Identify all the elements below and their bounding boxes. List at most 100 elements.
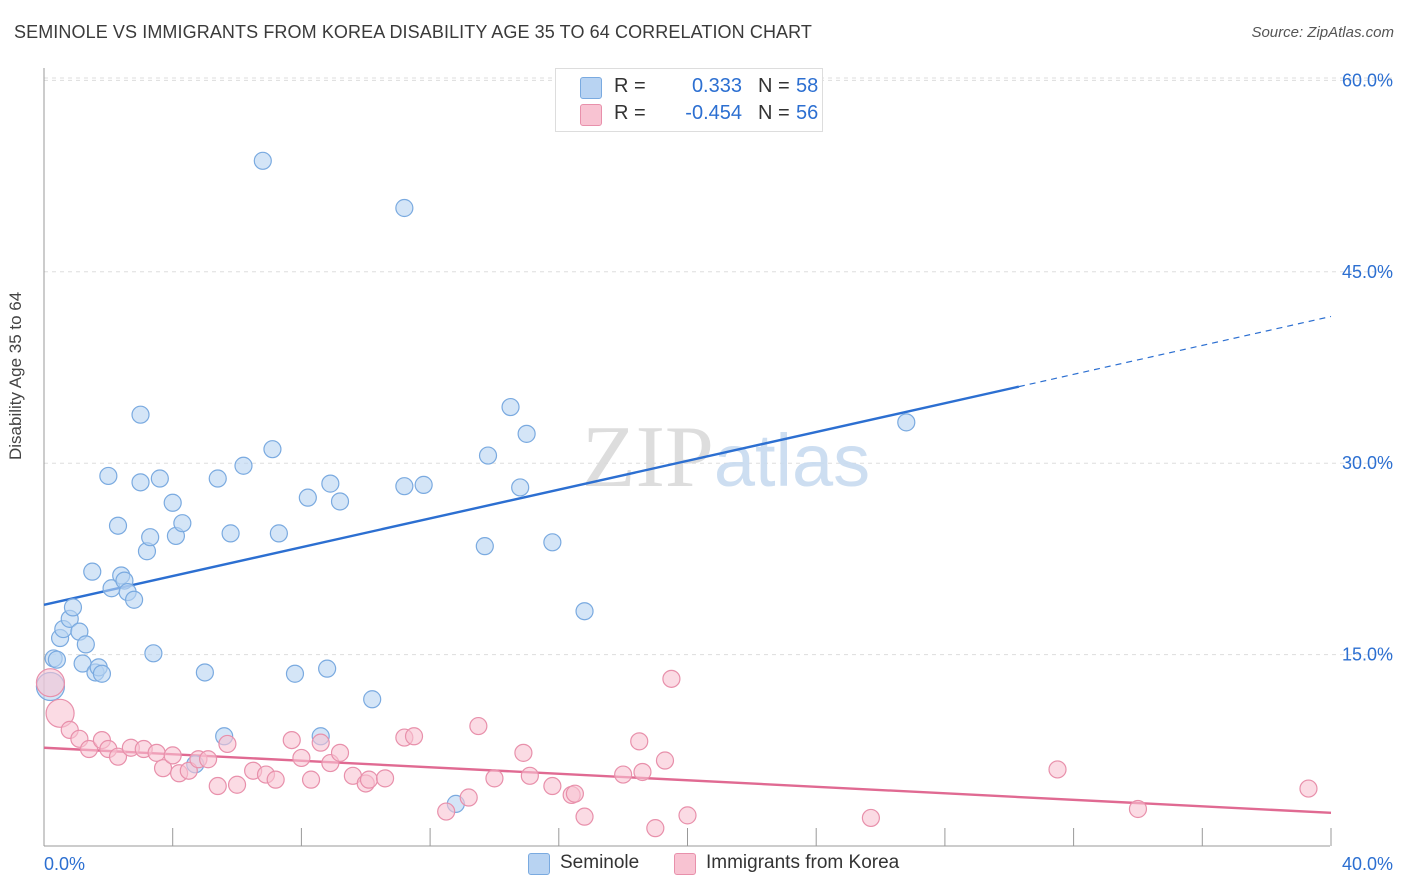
r-label: R = [614, 75, 646, 97]
data-point [318, 659, 337, 678]
korea-swatch [580, 104, 602, 126]
data-point [543, 776, 562, 796]
data-point [92, 664, 112, 683]
grid-layer [44, 77, 1395, 656]
n-label: N = [758, 102, 790, 124]
korea-swatch [674, 853, 696, 875]
data-point [1128, 799, 1148, 819]
data-point [266, 770, 285, 789]
legend-stats: R = 0.333 N = 58 R = -0.454 N = 56 [555, 68, 823, 132]
trend-extension [1018, 315, 1332, 388]
data-point [501, 397, 520, 417]
data-point [630, 732, 649, 751]
data-point [285, 664, 305, 683]
data-point [475, 537, 494, 556]
data-point [269, 524, 288, 543]
data-point [1299, 779, 1318, 798]
y-tick-label: 30.0% [1342, 453, 1393, 473]
data-point [395, 477, 414, 496]
data-point [485, 769, 504, 788]
y-tick-label: 45.0% [1342, 262, 1393, 282]
data-point [292, 748, 311, 768]
data-point [63, 598, 83, 617]
data-point [311, 733, 330, 752]
data-point [633, 762, 652, 782]
data-point [321, 474, 340, 493]
data-point [359, 770, 379, 789]
data-point [655, 751, 675, 770]
data-point [298, 488, 317, 507]
data-point [520, 766, 539, 785]
data-point [575, 807, 594, 826]
data-point [163, 493, 182, 512]
data-point [153, 759, 173, 778]
source-label: Source: ZipAtlas.com [1251, 24, 1394, 41]
data-point [227, 775, 247, 794]
r-label: R = [614, 102, 646, 124]
y-axis-label: Disability Age 35 to 64 [6, 291, 25, 460]
data-point [662, 669, 681, 688]
n-value: 56 [796, 102, 819, 124]
y-tick-label: 60.0% [1342, 70, 1393, 90]
y-tick-label: 15.0% [1342, 645, 1393, 665]
data-point [45, 698, 75, 728]
r-value: -0.454 [685, 102, 742, 124]
n-value: 58 [796, 75, 819, 97]
data-point [514, 743, 533, 762]
n-label: N = [758, 75, 790, 97]
data-point [897, 413, 916, 432]
data-point [173, 514, 192, 533]
watermark: ZIPatlas [582, 409, 870, 506]
data-point [395, 198, 414, 218]
data-point [131, 405, 150, 424]
data-point [253, 151, 272, 170]
data-point [76, 635, 95, 654]
trend-line [43, 385, 1020, 607]
data-point [144, 644, 163, 663]
data-point [263, 440, 282, 459]
data-point [195, 663, 214, 682]
data-point [221, 524, 240, 543]
data-point [141, 528, 160, 547]
data-point [35, 668, 66, 698]
data-point [1048, 760, 1067, 779]
data-point [363, 690, 382, 709]
chart-title: SEMINOLE VS IMMIGRANTS FROM KOREA DISABI… [14, 22, 813, 42]
data-point [198, 750, 218, 769]
seminole-swatch [528, 853, 550, 875]
data-point [511, 478, 530, 497]
data-point [150, 469, 169, 488]
x-tick-label: 0.0% [44, 854, 85, 874]
data-point [646, 819, 665, 838]
data-point [459, 788, 478, 807]
data-point [543, 533, 562, 552]
data-point [83, 562, 102, 581]
legend-label: Immigrants from Korea [706, 852, 900, 873]
data-point [437, 802, 456, 821]
legend-label: Seminole [560, 852, 640, 873]
data-point [208, 776, 227, 796]
data-point [282, 730, 301, 750]
x-tick-label: 40.0% [1342, 854, 1393, 874]
r-value: 0.333 [691, 75, 742, 97]
data-point [208, 469, 227, 488]
data-point [678, 806, 697, 825]
seminole-swatch [580, 77, 602, 99]
data-point [330, 743, 350, 762]
points-layer [35, 151, 1318, 838]
data-point [218, 734, 237, 754]
data-point [131, 473, 150, 492]
tick-layer: 15.0% 30.0% 45.0% 60.0% 0.0% 40.0% [44, 70, 1393, 874]
data-point [163, 746, 182, 765]
trend-layer [43, 315, 1332, 815]
data-point [478, 446, 498, 465]
data-point [108, 747, 128, 766]
axes-layer [43, 68, 1332, 847]
data-point [301, 770, 321, 789]
data-point [375, 769, 395, 788]
data-point [147, 743, 166, 762]
data-point [575, 602, 594, 621]
data-point [330, 492, 350, 511]
data-point [469, 716, 488, 736]
data-point [565, 784, 584, 803]
